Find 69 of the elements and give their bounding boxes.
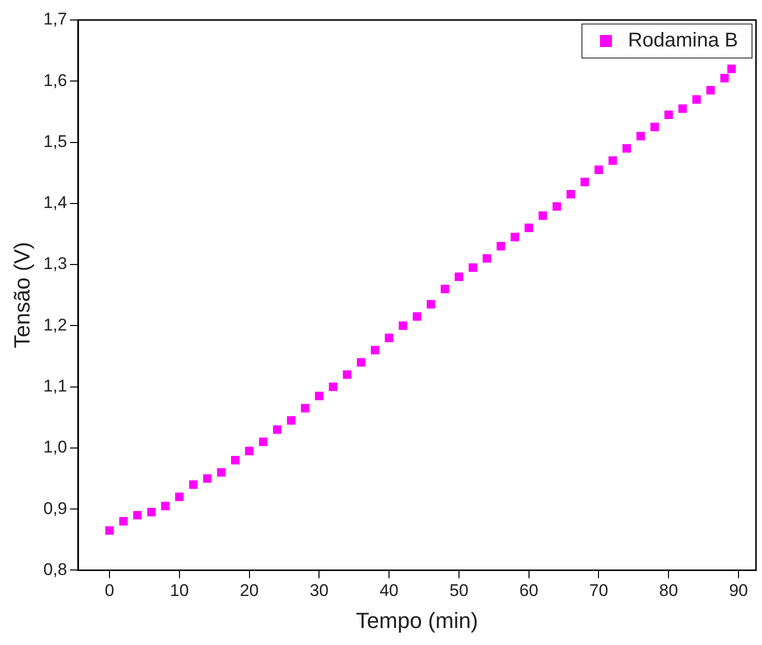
point — [706, 86, 715, 95]
x-tick-label: 40 — [380, 581, 399, 600]
point — [328, 382, 338, 392]
y-tick-label: 0,8 — [43, 560, 68, 579]
point — [245, 446, 254, 456]
y-tick-label: 1,1 — [43, 376, 68, 396]
point — [314, 392, 324, 400]
point — [650, 122, 659, 132]
y-tick-label: 1,3 — [43, 254, 68, 274]
x-tick-label: 30 — [310, 581, 329, 600]
point — [119, 517, 128, 526]
legend-label: Rodamina B — [628, 30, 738, 52]
point — [594, 166, 603, 174]
point — [259, 438, 268, 446]
point — [727, 64, 736, 74]
y-tick-label: 1,7 — [43, 10, 68, 29]
point — [538, 211, 548, 220]
point — [426, 300, 436, 309]
y-tick-label: 1,0 — [43, 438, 68, 457]
point — [272, 425, 282, 434]
x-tick-label: 10 — [170, 581, 189, 600]
x-tick-label: 80 — [659, 581, 678, 600]
point — [566, 190, 576, 198]
y-tick-label: 1,5 — [43, 132, 68, 151]
point — [286, 416, 296, 425]
x-tick-label: 90 — [729, 581, 748, 600]
point — [580, 178, 590, 186]
point — [482, 254, 492, 263]
y-tick-label: 0,9 — [43, 498, 68, 518]
point — [692, 95, 701, 104]
x-tick-label: 50 — [449, 581, 468, 600]
point — [342, 370, 352, 379]
point — [133, 510, 142, 520]
point — [175, 492, 184, 502]
x-tick-label: 20 — [240, 581, 259, 600]
x-tick-label: 0 — [104, 581, 114, 600]
point — [356, 358, 366, 367]
x-axis-title: Tempo (min) — [356, 608, 478, 633]
y-tick-label: 1,4 — [43, 193, 68, 212]
point — [622, 144, 631, 153]
point — [468, 263, 478, 272]
point — [412, 312, 422, 321]
point — [720, 74, 729, 82]
point — [189, 480, 198, 489]
point — [552, 202, 562, 211]
point — [105, 526, 114, 535]
point — [510, 232, 520, 242]
y-tick-label: 1,6 — [43, 70, 68, 90]
point — [147, 508, 156, 516]
point — [678, 104, 687, 113]
x-tick-label: 60 — [519, 581, 538, 600]
point — [608, 156, 617, 165]
point — [440, 284, 450, 294]
point — [384, 334, 394, 342]
point — [203, 474, 212, 483]
point — [398, 321, 408, 330]
point — [524, 224, 534, 232]
y-axis-title: Tensão (V) — [9, 242, 34, 348]
point — [231, 456, 240, 464]
point — [636, 132, 645, 140]
point — [370, 346, 380, 354]
y-tick-label: 1,2 — [43, 315, 68, 334]
point — [496, 242, 506, 250]
point — [161, 502, 170, 510]
point — [217, 468, 226, 477]
x-tick-label: 70 — [589, 581, 608, 600]
point — [664, 110, 673, 119]
point — [300, 404, 310, 412]
point — [454, 272, 464, 282]
